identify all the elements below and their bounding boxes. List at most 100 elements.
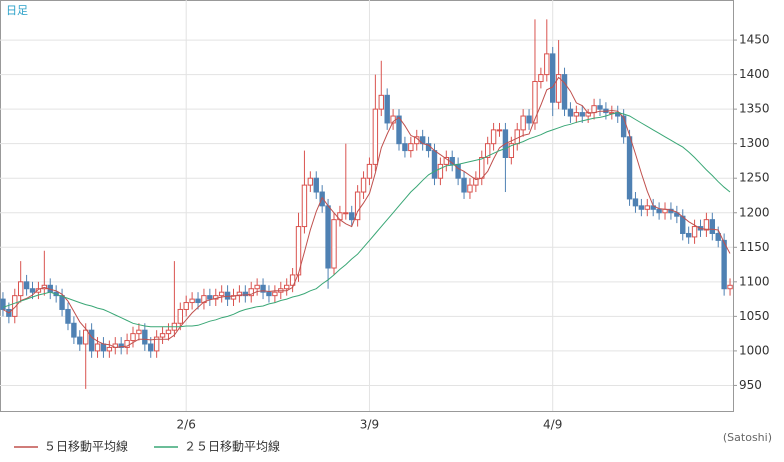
candle-body bbox=[532, 81, 538, 124]
candle-body bbox=[35, 288, 42, 293]
candle-body bbox=[727, 284, 733, 290]
plot-frame bbox=[0, 0, 734, 412]
y-tick-label: 1200 bbox=[739, 205, 770, 219]
candle-body bbox=[313, 177, 319, 193]
candle-body bbox=[715, 232, 721, 241]
candle-body bbox=[544, 53, 550, 76]
candle-body bbox=[0, 298, 6, 310]
y-tick-label: 950 bbox=[739, 378, 762, 392]
period-label: 日足 bbox=[6, 4, 28, 17]
candle-body bbox=[526, 115, 532, 124]
y-tick-label: 1250 bbox=[739, 171, 770, 185]
candle-body bbox=[626, 136, 633, 200]
candle-body bbox=[473, 177, 479, 186]
candle-body bbox=[83, 329, 89, 345]
candle-body bbox=[573, 112, 580, 117]
candle-body bbox=[153, 336, 160, 352]
y-tick-label: 1150 bbox=[739, 240, 770, 254]
candle-body bbox=[479, 156, 485, 179]
y-tick-label: 1400 bbox=[739, 67, 770, 81]
candle-body bbox=[118, 343, 124, 348]
candle-body bbox=[94, 343, 101, 352]
candle-body bbox=[183, 302, 189, 310]
candle-body bbox=[514, 129, 520, 145]
candle-body bbox=[159, 333, 166, 338]
candle-body bbox=[59, 295, 65, 310]
candle-body bbox=[408, 143, 414, 152]
candle-body bbox=[721, 239, 727, 290]
candle-body bbox=[77, 336, 83, 345]
y-tick-label: 1000 bbox=[739, 343, 770, 357]
candle-body bbox=[384, 94, 390, 124]
unit-label: (Satoshi) bbox=[723, 431, 772, 444]
candle-body bbox=[218, 291, 225, 297]
candle-body bbox=[680, 215, 686, 234]
candle-body bbox=[579, 112, 585, 117]
candle-body bbox=[17, 281, 24, 297]
candle-body bbox=[656, 208, 662, 214]
candle-body bbox=[508, 143, 515, 158]
candle-body bbox=[372, 108, 379, 165]
candle-body bbox=[148, 343, 154, 352]
candle-body bbox=[354, 191, 361, 221]
candle-body bbox=[561, 74, 568, 110]
candle-body bbox=[396, 115, 402, 145]
candle-body bbox=[65, 308, 71, 324]
candle-body bbox=[130, 333, 136, 342]
candle-body bbox=[591, 105, 597, 114]
candle-body bbox=[490, 129, 497, 145]
candle-body bbox=[555, 74, 562, 103]
candle-body bbox=[289, 274, 296, 286]
candle-body bbox=[685, 232, 692, 238]
candle-body bbox=[538, 74, 544, 83]
candle-body bbox=[295, 226, 302, 276]
candle-body bbox=[142, 329, 148, 345]
candle-body bbox=[29, 288, 36, 293]
candle-body bbox=[638, 205, 645, 210]
candle-body bbox=[325, 205, 331, 269]
candle-body bbox=[550, 53, 556, 103]
candle-body bbox=[360, 177, 367, 193]
candle-body bbox=[620, 115, 627, 138]
candle-body bbox=[343, 212, 349, 215]
candle-body bbox=[254, 284, 260, 290]
candle-body bbox=[106, 346, 113, 352]
candle-body bbox=[12, 295, 18, 317]
y-tick-label: 1100 bbox=[739, 274, 770, 288]
candle-body bbox=[88, 329, 95, 352]
candle-body bbox=[402, 143, 408, 152]
x-tick-label: 2/6 bbox=[177, 418, 196, 432]
candle-body bbox=[691, 226, 698, 238]
candle-body bbox=[71, 322, 77, 338]
candle-body bbox=[378, 94, 384, 110]
candle-body bbox=[301, 184, 308, 228]
candle-body bbox=[272, 291, 278, 297]
candle-body bbox=[201, 295, 207, 304]
moving-average-line bbox=[2, 76, 731, 349]
candle-body bbox=[23, 281, 30, 290]
candle-body bbox=[709, 219, 716, 234]
candle-body bbox=[307, 177, 314, 186]
candle-body bbox=[703, 219, 710, 231]
candle-body bbox=[100, 343, 107, 352]
candle-body bbox=[644, 205, 650, 210]
candle-body bbox=[213, 295, 219, 300]
candle-body bbox=[189, 298, 195, 304]
candle-body bbox=[124, 340, 130, 348]
y-tick-label: 1050 bbox=[739, 309, 770, 323]
candle-body bbox=[331, 219, 337, 269]
candle-body bbox=[461, 177, 467, 193]
candle-body bbox=[431, 150, 438, 179]
candle-body bbox=[165, 329, 172, 335]
candle-body bbox=[520, 115, 526, 131]
candle-body bbox=[177, 308, 183, 324]
moving-average-line bbox=[2, 112, 731, 328]
legend-label: ５日移動平均線 bbox=[44, 439, 128, 454]
candle-body bbox=[266, 291, 272, 297]
y-tick-label: 1350 bbox=[739, 102, 770, 116]
x-tick-label: 4/9 bbox=[543, 418, 562, 432]
candle-body bbox=[236, 291, 243, 297]
y-tick-label: 1300 bbox=[739, 136, 770, 150]
candle-body bbox=[195, 298, 201, 304]
